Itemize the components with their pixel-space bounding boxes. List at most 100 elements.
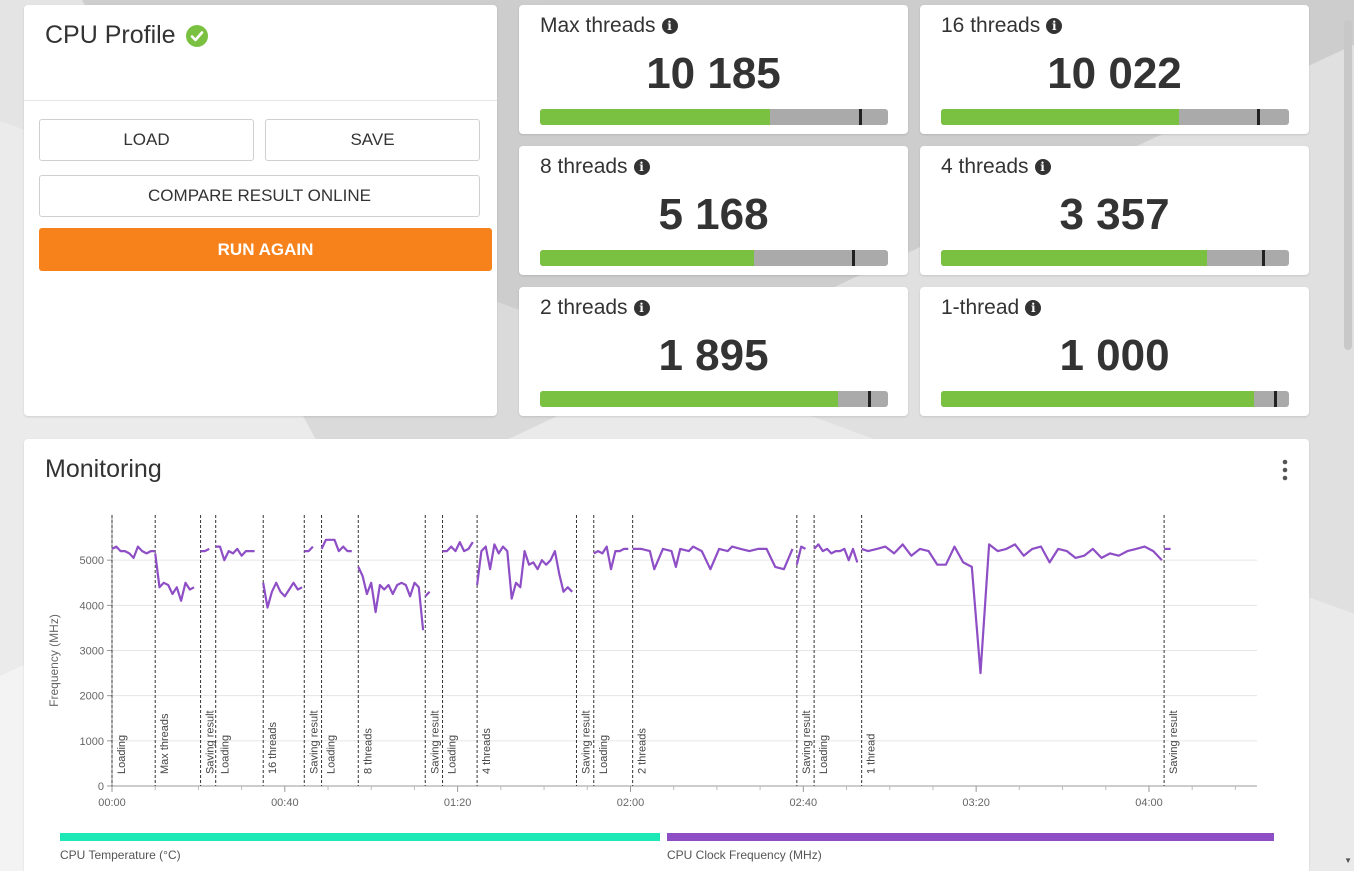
score-label: 4 threads i [941, 155, 1051, 179]
y-tick-label: 0 [98, 781, 104, 793]
more-vertical-icon[interactable] [1281, 459, 1289, 481]
frequency-series-line [424, 591, 431, 598]
score-card-4-threads: 4 threads i 3 357 [920, 146, 1309, 275]
phase-marker-label: 4 threads [481, 728, 493, 774]
info-icon[interactable]: i [633, 159, 650, 175]
page-scrollbar[interactable]: ▼ [1342, 0, 1354, 871]
score-bar-fill [941, 391, 1255, 407]
legend-label-cpu-clock-frequency: CPU Clock Frequency (MHz) [667, 848, 822, 862]
score-bar-marker [859, 109, 863, 125]
frequency-series-line [320, 538, 352, 553]
y-tick-label: 3000 [80, 646, 104, 658]
info-icon[interactable]: i [633, 300, 650, 316]
score-label-text: 1-thread [941, 296, 1020, 319]
phase-marker-label: Loading [447, 735, 459, 774]
score-bar [540, 391, 888, 407]
legend-bar-cpu-clock-frequency[interactable] [667, 833, 1274, 841]
frequency-series-line [861, 543, 1163, 675]
score-card-8-threads: 8 threads i 5 168 [519, 146, 908, 275]
score-bar [540, 109, 888, 125]
x-tick-label: 00:40 [271, 797, 299, 809]
x-tick-label: 03:20 [962, 797, 990, 809]
score-bar-marker [1261, 250, 1265, 266]
score-bar-marker [1274, 391, 1278, 407]
info-icon[interactable]: i [1025, 300, 1042, 316]
y-tick-label: 1000 [80, 736, 104, 748]
score-label-text: 4 threads [941, 155, 1029, 178]
score-value: 5 168 [658, 190, 769, 239]
frequency-series-line [154, 553, 195, 602]
score-label-text: 16 threads [941, 14, 1041, 37]
x-tick-label: 04:00 [1135, 797, 1163, 809]
score-label-text: 8 threads [540, 155, 628, 178]
phase-marker-label: Loading [818, 735, 830, 774]
score-label: Max threads i [540, 14, 678, 38]
phase-marker-label: 1 thread [866, 734, 878, 774]
y-tick-label: 4000 [80, 600, 104, 612]
frequency-series-line [357, 566, 425, 631]
load-button[interactable]: LOAD [39, 119, 254, 161]
phase-marker-label: Loading [326, 735, 338, 774]
score-value: 1 895 [658, 331, 769, 380]
score-label: 8 threads i [540, 155, 650, 179]
phase-marker-label: 2 threads [637, 728, 649, 774]
score-bar-fill [540, 250, 755, 266]
info-icon[interactable]: i [1034, 159, 1051, 175]
score-card-1-thread: 1-thread i 1 000 [920, 287, 1309, 416]
y-tick-label: 5000 [80, 555, 104, 567]
info-icon[interactable]: i [661, 18, 678, 34]
scroll-down-arrow-icon[interactable]: ▼ [1344, 856, 1352, 865]
divider [24, 100, 497, 101]
phase-marker-label: Saving result [429, 710, 441, 774]
score-bar-fill [540, 109, 770, 125]
score-value: 3 357 [1059, 190, 1170, 239]
frequency-series-line [442, 540, 474, 553]
score-label-text: Max threads [540, 14, 656, 37]
score-card-max-threads: Max threads i 10 185 [519, 5, 908, 134]
score-value: 10 185 [646, 49, 781, 98]
frequency-series-line [476, 543, 573, 600]
x-tick-label: 02:00 [617, 797, 645, 809]
phase-marker-label: Saving result [1168, 710, 1180, 774]
phase-marker-label: 16 threads [267, 722, 279, 774]
score-bar-fill [540, 391, 838, 407]
frequency-chart: 0 1000 2000 3000 4000 5000 00:00 00:40 01:20 02:0… [47, 515, 1257, 809]
x-tick-label: 01:20 [444, 797, 472, 809]
score-value: 1 000 [1059, 331, 1170, 380]
frequency-series-line [262, 581, 303, 609]
score-card-16-threads: 16 threads i 10 022 [920, 5, 1309, 134]
phase-marker-label: Loading [116, 735, 128, 774]
phase-marker-label: Saving result [308, 710, 320, 774]
x-tick-label: 00:00 [98, 797, 126, 809]
score-card-2-threads: 2 threads i 1 895 [519, 287, 908, 416]
frequency-series-line [593, 545, 629, 571]
score-label: 2 threads i [540, 296, 650, 320]
score-bar-fill [941, 250, 1208, 266]
phase-marker-label: 8 threads [362, 728, 374, 774]
score-bar-marker [852, 250, 856, 266]
score-bar [941, 391, 1289, 407]
y-tick-label: 2000 [80, 691, 104, 703]
info-icon[interactable]: i [1046, 18, 1063, 34]
scrollbar-thumb[interactable] [1344, 20, 1352, 350]
run-again-button[interactable]: RUN AGAIN [39, 228, 492, 271]
frequency-series-line [304, 545, 314, 553]
phase-marker-label: Saving result [205, 710, 217, 774]
score-label: 16 threads i [941, 14, 1063, 38]
score-bar-marker [1256, 109, 1260, 125]
compare-result-online-button[interactable]: COMPARE RESULT ONLINE [39, 175, 480, 217]
score-label-text: 2 threads [540, 296, 628, 319]
legend-bar-cpu-temperature[interactable] [60, 833, 660, 841]
phase-marker-label: Max threads [159, 713, 171, 774]
phase-marker-label: Saving result [801, 710, 813, 774]
monitoring-card: Monitoring 0 1000 2000 3000 4000 5000 00:00 00:… [24, 439, 1309, 871]
check-circle-icon [185, 24, 208, 47]
phase-marker-label: Loading [598, 735, 610, 774]
phase-marker-label: Saving result [580, 710, 592, 774]
frequency-series-line [813, 543, 859, 563]
frequency-series-line [795, 545, 807, 565]
monitoring-title: Monitoring [45, 455, 162, 483]
score-bar [941, 250, 1289, 266]
save-button[interactable]: SAVE [265, 119, 480, 161]
x-tick-label: 02:40 [790, 797, 818, 809]
